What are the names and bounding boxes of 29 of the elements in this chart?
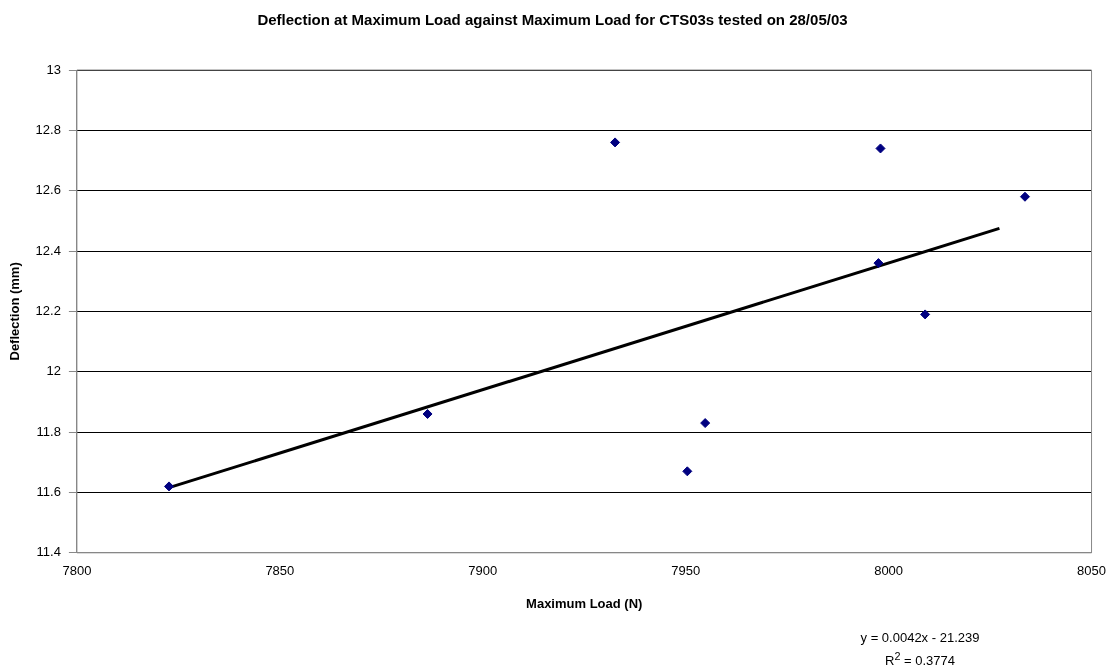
y-tick-label: 11.8: [36, 423, 61, 439]
text: y = 0.0042x - 21.239: [859, 629, 981, 647]
y-tick-label: 12: [46, 363, 61, 379]
x-tick-label: 7950: [671, 563, 701, 579]
x-tick-label: 8000: [874, 563, 904, 579]
point: [422, 409, 433, 419]
y-tick-label: 13: [46, 61, 61, 77]
x-axis-title: Maximum Load (N): [526, 595, 643, 611]
point: [873, 258, 884, 269]
point: [164, 481, 175, 492]
y-tick-label: 12.8: [35, 121, 61, 137]
point: [610, 137, 621, 148]
x-tick-label: 7800: [62, 563, 92, 579]
y-tick-label: 11.6: [36, 484, 61, 500]
y-tick-label: 11.4: [36, 544, 61, 560]
point: [700, 418, 711, 429]
point: [1019, 191, 1030, 202]
x-tick-label: 7850: [265, 563, 295, 579]
y-tick-label: 12.6: [35, 182, 61, 198]
y-tick-label: 12.2: [35, 302, 61, 318]
y-tick-label: 12.4: [35, 242, 61, 258]
point: [920, 309, 931, 320]
y-axis-title: Deflection (mm): [7, 262, 23, 361]
x-tick-label: 7900: [468, 563, 498, 579]
chart-title: Deflection at Maximum Load against Maximum Load for CTS03s tested on 28/05/03: [257, 11, 848, 29]
point: [875, 143, 886, 154]
point: [682, 466, 693, 477]
x-tick-label: 8050: [1077, 563, 1106, 579]
text: R$^{2}$ = 0.3774: [884, 649, 956, 671]
